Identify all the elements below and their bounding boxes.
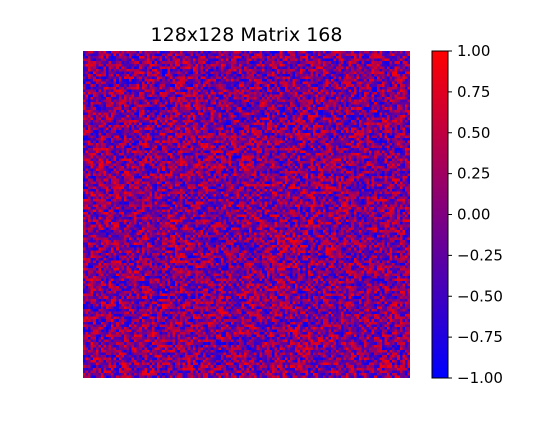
- chart-title: 128x128 Matrix 168: [150, 24, 343, 46]
- colorbar-tick-label: −0.50: [457, 287, 503, 305]
- colorbar-tick-label: −1.00: [457, 369, 503, 387]
- colorbar-ticks: 1.00 0.75 0.50 0.25 0.00 −0.25 −0.50 −0.75 −1.00: [448, 42, 503, 387]
- colorbar-tick-label: 0.50: [457, 124, 490, 142]
- heatmap-matrix: [83, 51, 410, 378]
- colorbar: 1.00 0.75 0.50 0.25 0.00 −0.25 −0.50 −0.75 −1.00: [431, 42, 503, 387]
- colorbar-tick-label: −0.25: [457, 246, 503, 264]
- colorbar-tick-label: 0.75: [457, 83, 490, 101]
- colorbar-tick-label: 1.00: [457, 42, 490, 60]
- colorbar-gradient: [431, 50, 449, 379]
- colorbar-tick-label: 0.00: [457, 206, 490, 224]
- colorbar-tick-label: 0.25: [457, 165, 490, 183]
- colorbar-tick-label: −0.75: [457, 328, 503, 346]
